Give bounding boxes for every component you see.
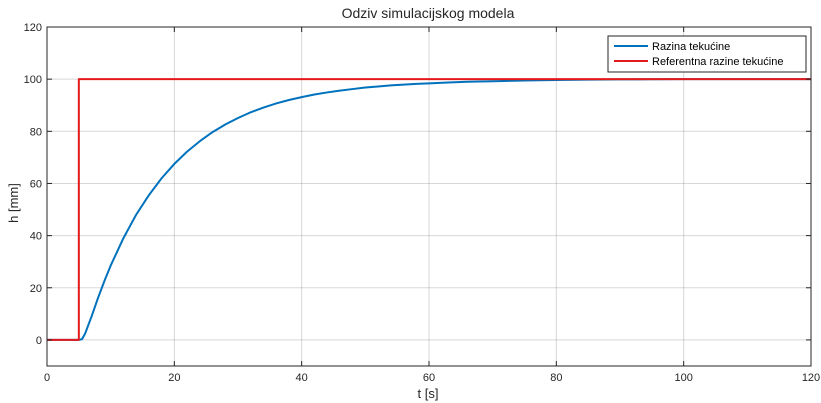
y-axis-label: h [mm] [6,183,21,223]
x-tick-label: 120 [802,372,820,384]
x-tick-label: 40 [296,372,308,384]
y-tick-label: 80 [30,126,42,138]
legend-label-2: Referentna razine tekućine [652,56,783,68]
y-tick-label: 100 [24,74,42,86]
ticks: 0 20 40 60 80 100 120 0 20 40 60 80 100 120 [24,22,821,384]
x-tick-label: 20 [168,372,180,384]
y-tick-label: 20 [30,283,42,295]
series-layer [47,78,811,341]
plot-area: 0 20 40 60 80 100 120 0 20 40 60 80 100 120 [24,22,821,384]
chart-title: Odziv simulacijskog modela [342,5,515,21]
legend-box [607,35,807,73]
x-tick-label: 80 [550,372,562,384]
series-line-1 [47,78,811,341]
y-tick-label: 60 [30,178,42,190]
y-tick-label: 40 [30,231,42,243]
series-line-2 [47,78,811,341]
legend-label-1: Razina tekućine [652,41,730,53]
x-tick-label: 0 [44,372,50,384]
x-tick-label: 60 [423,372,435,384]
legend: Razina tekućine Referentna razine tekućin… [607,35,807,73]
x-tick-label: 100 [674,372,692,384]
y-tick-label: 120 [24,22,42,34]
x-axis-label: t [s] [418,386,439,401]
y-tick-label: 0 [36,335,42,347]
